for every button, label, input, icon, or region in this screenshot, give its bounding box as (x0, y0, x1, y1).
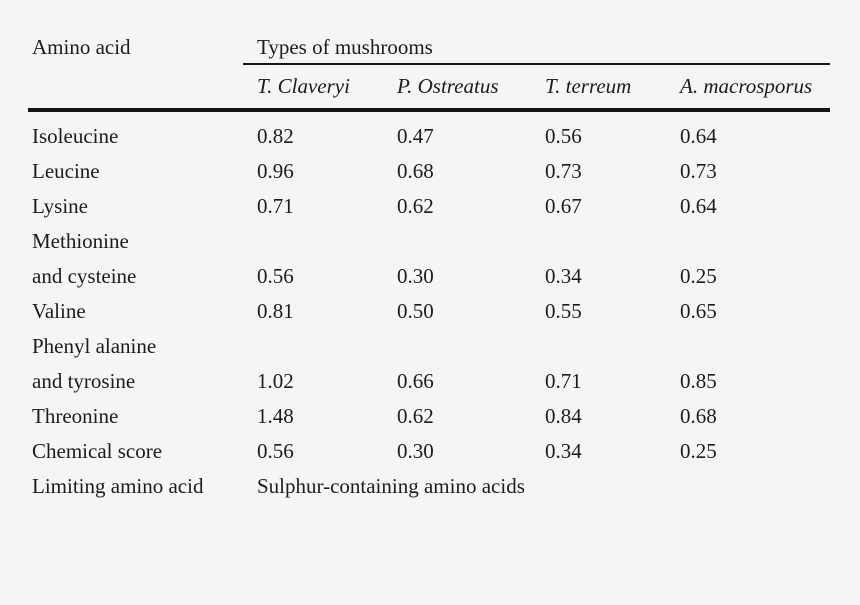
cell-value: 0.25 (680, 438, 717, 463)
cell-value: 0.71 (257, 193, 294, 218)
cell-value: 0.82 (257, 123, 294, 148)
cell-value: 0.73 (680, 158, 717, 183)
cell-value: 0.34 (545, 438, 582, 463)
limiting-amino-acid-value: Sulphur-containing amino acids (257, 473, 525, 498)
table-row: Lysine 0.71 0.62 0.67 0.64 (32, 189, 830, 224)
table-row: Methionine (32, 224, 830, 259)
table-row: Isoleucine 0.82 0.47 0.56 0.64 (32, 119, 830, 154)
amino-acid-score-table: Amino acid Types of mushrooms T. Clavery… (28, 34, 830, 504)
cell-value: 0.34 (545, 263, 582, 288)
cell-value: 0.68 (680, 403, 717, 428)
table-body: Isoleucine 0.82 0.47 0.56 0.64 Leucine 0.96 0.6… (32, 119, 830, 504)
cell-value: 0.56 (257, 438, 294, 463)
row-label: Limiting amino acid (32, 473, 204, 498)
cell-value: 0.25 (680, 263, 717, 288)
table-header-row: Amino acid Types of mushrooms (32, 34, 830, 65)
cell-value: 0.62 (397, 403, 434, 428)
cell-value: 0.47 (397, 123, 434, 148)
row-label: Valine (32, 298, 86, 323)
cell-value: 1.48 (257, 403, 294, 428)
table-row: Chemical score 0.56 0.30 0.34 0.25 (32, 434, 830, 469)
table-row: Phenyl alanine (32, 329, 830, 364)
cell-value: 0.56 (545, 123, 582, 148)
row-label: and tyrosine (32, 368, 136, 393)
column-header-t-terreum: T. terreum (545, 74, 632, 98)
cell-value: 0.67 (545, 193, 582, 218)
table-row: Leucine 0.96 0.68 0.73 0.73 (32, 154, 830, 189)
row-label: Methionine (32, 228, 129, 253)
cell-value: 0.55 (545, 298, 582, 323)
cell-value: 0.84 (545, 403, 582, 428)
table-row: Threonine 1.48 0.62 0.84 0.68 (32, 399, 830, 434)
cell-value: 0.50 (397, 298, 434, 323)
species-header-row: T. Claveryi P. Ostreatus T. terreum A. macr… (32, 65, 830, 108)
row-label: Isoleucine (32, 123, 119, 148)
cell-value: 0.71 (545, 368, 582, 393)
types-of-mushrooms-label: Types of mushrooms (257, 35, 433, 59)
row-label: Lysine (32, 193, 88, 218)
cell-value: 0.64 (680, 193, 717, 218)
row-label: and cysteine (32, 263, 137, 288)
column-header-a-macrosporus: A. macrosporus (680, 74, 813, 98)
amino-acid-column-header: Amino acid (32, 34, 131, 59)
types-of-mushrooms-group-header: Types of mushrooms (243, 34, 830, 65)
table-header-rule (28, 108, 830, 112)
table-row: and cysteine 0.56 0.30 0.34 0.25 (32, 259, 830, 294)
row-label: Phenyl alanine (32, 333, 157, 358)
cell-value: 0.64 (680, 123, 717, 148)
row-label: Leucine (32, 158, 100, 183)
table-row: and tyrosine 1.02 0.66 0.71 0.85 (32, 364, 830, 399)
cell-value: 0.66 (397, 368, 434, 393)
cell-value: 0.30 (397, 263, 434, 288)
row-label: Threonine (32, 403, 119, 428)
cell-value: 0.73 (545, 158, 582, 183)
cell-value: 0.68 (397, 158, 434, 183)
table-row: Limiting amino acid Sulphur-containing am… (32, 469, 830, 504)
cell-value: 1.02 (257, 368, 294, 393)
cell-value: 0.65 (680, 298, 717, 323)
cell-value: 0.85 (680, 368, 717, 393)
cell-value: 0.56 (257, 263, 294, 288)
cell-value: 0.96 (257, 158, 294, 183)
cell-value: 0.30 (397, 438, 434, 463)
row-label: Chemical score (32, 438, 163, 463)
column-header-p-ostreatus: P. Ostreatus (397, 74, 499, 98)
column-header-t-claveryi: T. Claveryi (257, 74, 350, 98)
cell-value: 0.62 (397, 193, 434, 218)
cell-value: 0.81 (257, 298, 294, 323)
table-row: Valine 0.81 0.50 0.55 0.65 (32, 294, 830, 329)
